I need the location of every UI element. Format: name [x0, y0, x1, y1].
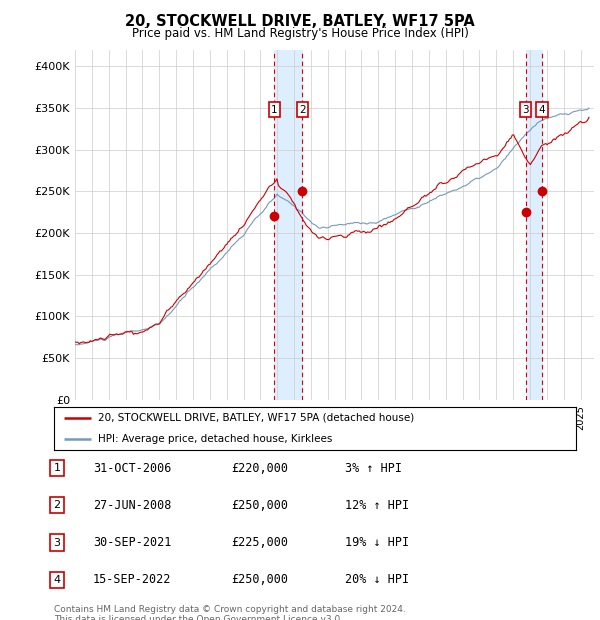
Text: 20% ↓ HPI: 20% ↓ HPI: [345, 574, 409, 586]
Text: £220,000: £220,000: [231, 462, 288, 474]
Text: 2: 2: [53, 500, 61, 510]
Text: 1: 1: [271, 105, 278, 115]
Text: 4: 4: [53, 575, 61, 585]
Text: £250,000: £250,000: [231, 574, 288, 586]
Text: 4: 4: [539, 105, 545, 115]
Text: 3: 3: [53, 538, 61, 547]
Text: 15-SEP-2022: 15-SEP-2022: [93, 574, 172, 586]
Text: 2: 2: [299, 105, 305, 115]
Text: 19% ↓ HPI: 19% ↓ HPI: [345, 536, 409, 549]
Text: 3: 3: [523, 105, 529, 115]
Bar: [274, 50, 302, 400]
Text: 20, STOCKWELL DRIVE, BATLEY, WF17 5PA: 20, STOCKWELL DRIVE, BATLEY, WF17 5PA: [125, 14, 475, 29]
Text: 12% ↑ HPI: 12% ↑ HPI: [345, 499, 409, 511]
Text: £250,000: £250,000: [231, 499, 288, 511]
Text: HPI: Average price, detached house, Kirklees: HPI: Average price, detached house, Kirk…: [98, 434, 333, 444]
Text: 27-JUN-2008: 27-JUN-2008: [93, 499, 172, 511]
Text: Contains HM Land Registry data © Crown copyright and database right 2024.
This d: Contains HM Land Registry data © Crown c…: [54, 604, 406, 620]
Text: £225,000: £225,000: [231, 536, 288, 549]
Text: Price paid vs. HM Land Registry's House Price Index (HPI): Price paid vs. HM Land Registry's House …: [131, 27, 469, 40]
Text: 20, STOCKWELL DRIVE, BATLEY, WF17 5PA (detached house): 20, STOCKWELL DRIVE, BATLEY, WF17 5PA (d…: [98, 413, 415, 423]
Text: 3% ↑ HPI: 3% ↑ HPI: [345, 462, 402, 474]
Text: 1: 1: [53, 463, 61, 473]
Text: 31-OCT-2006: 31-OCT-2006: [93, 462, 172, 474]
Text: 30-SEP-2021: 30-SEP-2021: [93, 536, 172, 549]
Bar: [526, 50, 542, 400]
